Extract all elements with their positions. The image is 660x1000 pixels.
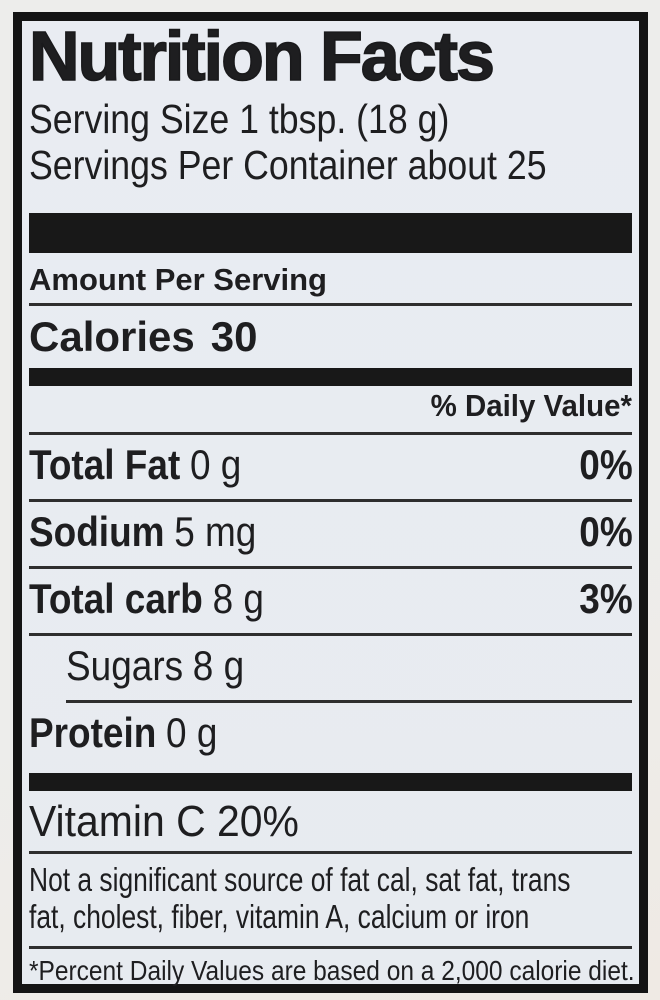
nutrient-row-protein: Protein 0 g [29,703,632,765]
calories-label: Calories [29,313,195,360]
nutrient-amount: 8 g [192,642,245,689]
calories-value: 30 [210,313,258,360]
nutrient-row-total-fat: Total Fat 0 g 0% [29,435,633,502]
divider-rule [29,851,632,854]
nutrient-amount: 8 g [212,575,264,622]
nutrient-row-sugars: Sugars 8 g [66,636,632,703]
daily-value-header: % Daily Value* [430,388,632,423]
nutrition-facts-label: Nutrition Facts Serving Size 1 tbsp. (18… [13,12,648,993]
section-divider-medium [29,368,632,386]
note-line-1: Not a significant source of fat cal, sat… [29,861,571,898]
daily-value-header-row: % Daily Value* [29,386,632,435]
nutrient-name: Sugars [66,642,184,689]
nutrient-name: Sodium [29,508,165,555]
label-title: Nutrition Facts [28,17,496,95]
amount-per-serving-label: Amount Per Serving [29,260,632,306]
nutrient-daily-value: 0% [579,441,633,488]
nutrient-name: Total Fat [29,441,181,488]
nutrient-amount: 0 g [166,709,218,756]
nutrient-daily-value: 3% [579,575,633,622]
not-significant-note: Not a significant source of fat cal, sat… [29,861,632,949]
calories-row: Calories 30 [29,308,632,366]
servings-per-container-line: Servings Per Container about 25 [29,142,547,188]
nutrient-row-sodium: Sodium 5 mg 0% [29,502,633,569]
vitamin-c-line: Vitamin C 20% [29,797,299,846]
section-divider-thick [29,213,632,253]
nutrient-daily-value: 0% [579,508,633,555]
note-line-2: fat, cholest, fiber, vitamin A, calcium … [29,898,530,935]
nutrient-name: Protein [29,709,157,756]
nutrient-row-total-carb: Total carb 8 g 3% [29,569,633,636]
nutrient-name: Total carb [29,575,203,622]
serving-size-line: Serving Size 1 tbsp. (18 g) [29,96,450,142]
nutrient-amount: 5 mg [174,508,257,555]
nutrient-amount: 0 g [189,441,242,488]
section-divider-medium-2 [29,773,632,791]
daily-value-footnote: *Percent Daily Values are based on a 2,0… [29,955,635,986]
